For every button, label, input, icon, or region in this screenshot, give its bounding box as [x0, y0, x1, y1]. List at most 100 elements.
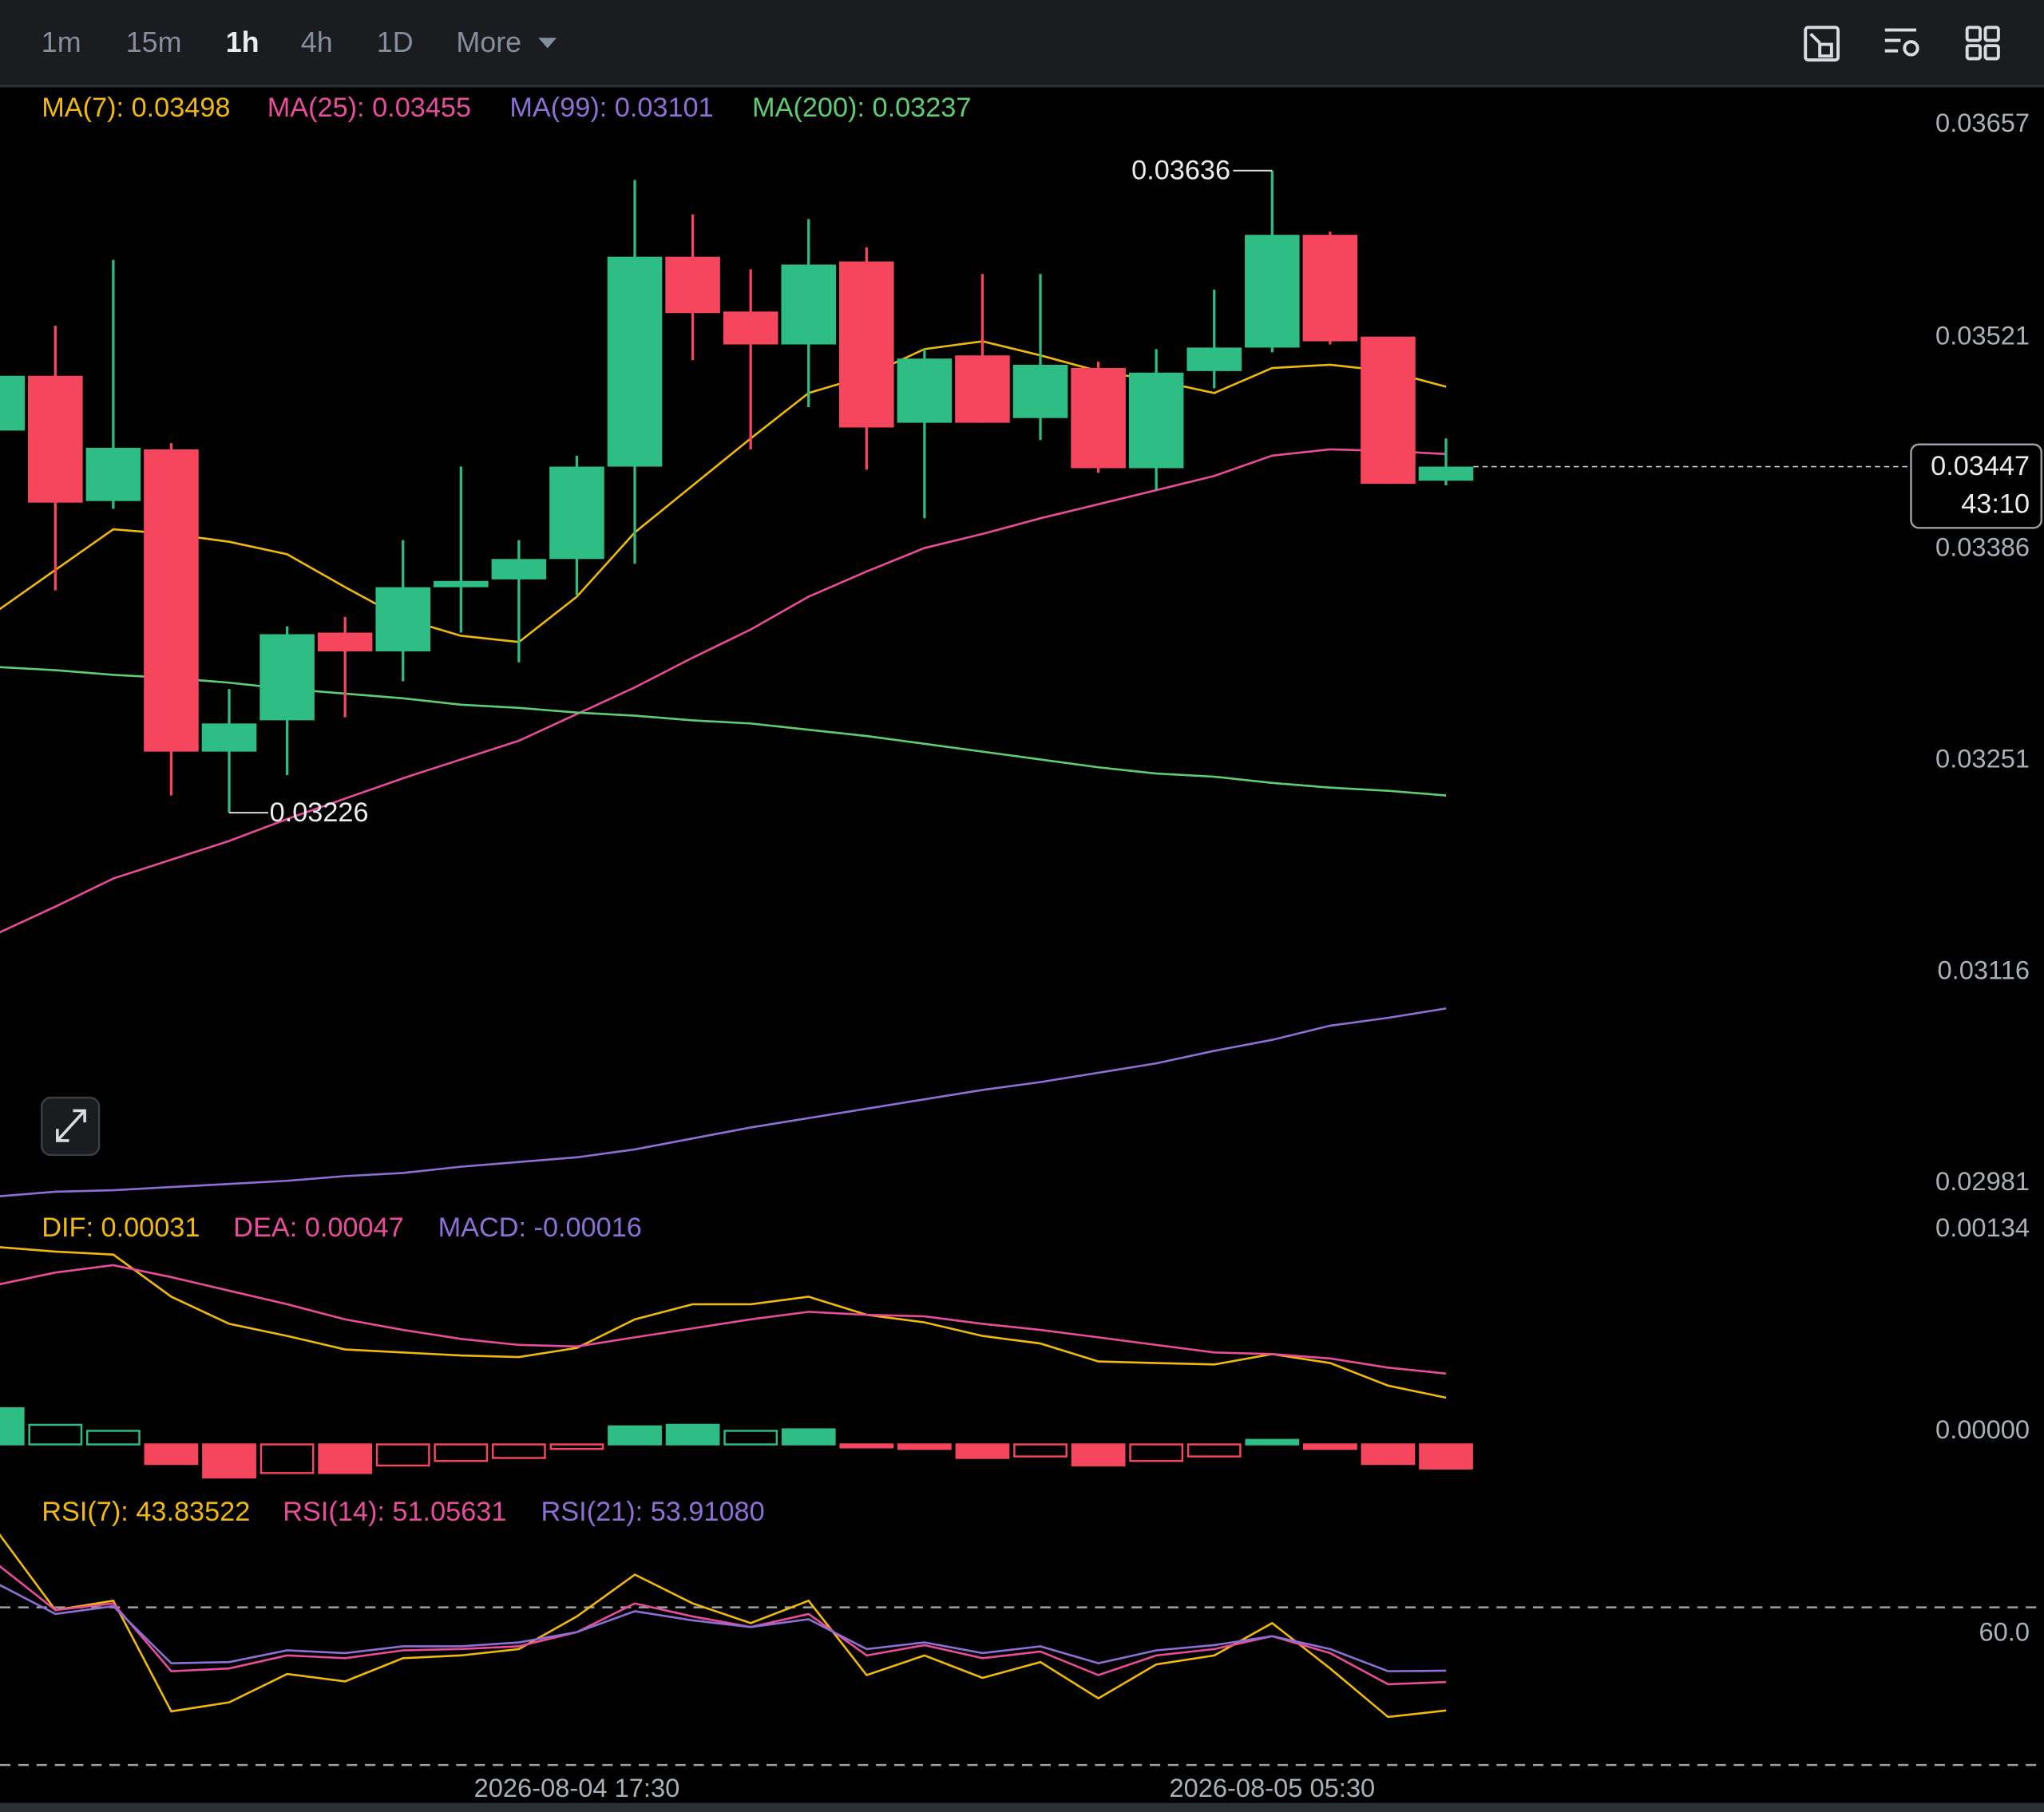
macd-bar	[259, 1443, 315, 1474]
macd-bar	[1013, 1443, 1068, 1458]
expand-button[interactable]	[41, 1096, 101, 1157]
x-tick-label: 2026-08-05 05:30	[1169, 1773, 1375, 1802]
candle-body	[375, 587, 431, 652]
macd-bar	[1302, 1443, 1357, 1450]
candle-body	[1302, 235, 1358, 342]
indicator-line	[0, 448, 1447, 934]
interval-button[interactable]: 1m	[42, 26, 81, 58]
candle-body	[259, 634, 315, 721]
high-label: 0.03636	[1131, 155, 1230, 185]
indicator-line	[0, 1246, 1447, 1399]
candle-body	[549, 466, 604, 560]
macd-bar	[839, 1443, 894, 1449]
macd-bar	[491, 1443, 546, 1459]
price-box	[1910, 443, 2042, 529]
legend-entry: DIF: 0.00031	[42, 1213, 200, 1243]
macd-bar	[1419, 1443, 1473, 1470]
macd-bar	[144, 1443, 199, 1466]
y-tick-label: 0.03116	[1937, 955, 2030, 984]
candle-body	[839, 261, 894, 428]
candle-body	[317, 632, 373, 652]
candle-body	[144, 449, 199, 752]
macd-bar	[0, 1406, 25, 1446]
y-tick-label: 0.00000	[1935, 1414, 2030, 1444]
interval-button[interactable]: 1h	[226, 26, 259, 58]
indicator-line	[0, 1565, 1447, 1686]
legend-entry: MA(99): 0.03101	[509, 93, 713, 123]
candle-body	[665, 256, 720, 314]
candle-body	[955, 355, 1010, 423]
candle-body	[85, 448, 141, 501]
toolbar	[0, 0, 2044, 86]
candle-body	[1361, 336, 1416, 485]
interval-button[interactable]: 15m	[126, 26, 182, 58]
macd-bar	[318, 1443, 373, 1474]
y-tick-label: 0.03521	[1935, 321, 2030, 350]
candle-body	[1418, 466, 1474, 481]
expand-icon[interactable]	[56, 1109, 86, 1142]
macd-bar	[1245, 1438, 1300, 1446]
bottom-border	[0, 1802, 2044, 1812]
macd-bar	[723, 1430, 778, 1446]
indicator-line	[0, 1533, 1447, 1719]
macd-bar	[1186, 1443, 1242, 1458]
candle-body	[491, 559, 547, 580]
macd-bar	[897, 1443, 952, 1450]
indicator-line	[0, 1007, 1447, 1197]
legend-entry: DEA: 0.00047	[233, 1213, 403, 1243]
macd-bar	[86, 1430, 141, 1446]
candle-body	[28, 375, 83, 503]
candle-body	[1128, 372, 1184, 469]
screenshot-icon[interactable]	[1804, 26, 1840, 62]
layout-icon[interactable]	[1965, 26, 2000, 61]
interval-button[interactable]: 4h	[301, 26, 333, 58]
macd-bar	[434, 1443, 489, 1462]
macd-bar	[202, 1443, 256, 1479]
macd-bar	[375, 1443, 430, 1467]
macd-bar	[955, 1443, 1010, 1459]
macd-bar	[781, 1428, 836, 1446]
interval-button[interactable]: 1D	[377, 26, 414, 58]
legend-entry: MA(200): 0.03237	[752, 93, 971, 123]
candle-body	[723, 311, 778, 345]
y-tick-label: 0.03251	[1935, 743, 2030, 773]
toolbar-icons	[1804, 26, 2000, 62]
legend-entry: RSI(14): 51.05631	[283, 1497, 506, 1527]
legend-entry: RSI(7): 43.83522	[42, 1497, 250, 1527]
indicator-line	[0, 1264, 1447, 1375]
macd-bar	[549, 1443, 604, 1450]
settings-icon[interactable]	[1884, 28, 1919, 57]
macd-bar	[28, 1423, 83, 1446]
macd-bar	[608, 1425, 662, 1446]
candle-body	[1012, 365, 1068, 418]
y-tick-label: 0.03657	[1935, 108, 2030, 137]
macd-bar	[1071, 1443, 1126, 1467]
indicator-line	[0, 1584, 1447, 1672]
candle-body	[607, 256, 663, 467]
interval-button[interactable]: More	[456, 26, 521, 58]
more-caret[interactable]	[538, 38, 557, 49]
legend-entry: MA(7): 0.03498	[42, 93, 230, 123]
macd-bar	[665, 1423, 720, 1446]
candle-body	[201, 723, 257, 752]
candle-body	[0, 375, 26, 431]
current-price: 0.03447	[1931, 451, 2030, 481]
legend-entry: MA(25): 0.03455	[267, 93, 471, 123]
indicator-line	[0, 340, 1447, 643]
legend-entry: RSI(21): 53.91080	[541, 1497, 765, 1527]
candle-body	[1186, 347, 1242, 371]
candle-body	[1245, 235, 1300, 348]
candle-body	[897, 358, 953, 423]
macd-bar	[1129, 1443, 1184, 1462]
indicator-line	[0, 666, 1447, 797]
y-tick-label: 0.00134	[1935, 1213, 2030, 1242]
y-tick-label: 0.02981	[1935, 1166, 2030, 1196]
x-tick-label: 2026-08-04 17:30	[474, 1773, 680, 1802]
macd-bar	[1361, 1443, 1416, 1466]
candle-body	[1071, 367, 1126, 469]
candle-body	[781, 264, 837, 345]
low-label: 0.03226	[270, 797, 369, 828]
